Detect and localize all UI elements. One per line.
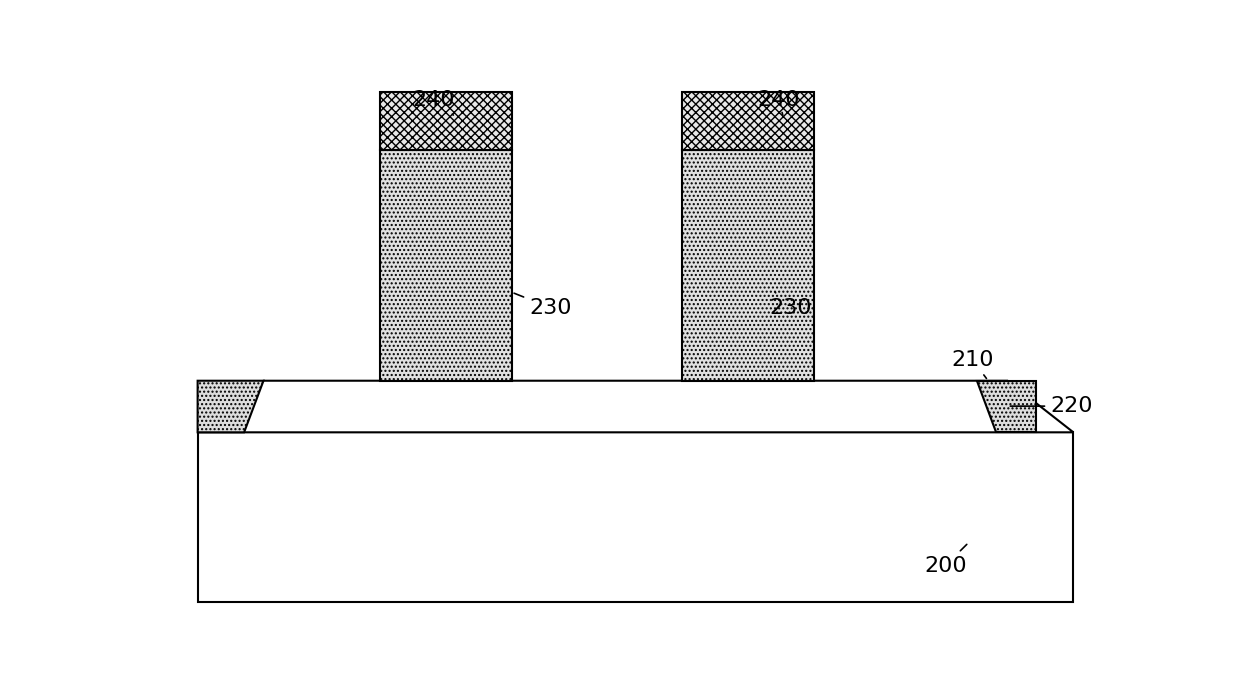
Text: 240: 240: [413, 89, 455, 115]
Text: 240: 240: [758, 89, 800, 115]
Polygon shape: [197, 380, 263, 432]
Text: 230: 230: [769, 292, 812, 318]
Bar: [379, 150, 511, 380]
Polygon shape: [977, 380, 1037, 432]
Bar: [379, 92, 511, 150]
Bar: [197, 432, 1074, 602]
Bar: [682, 150, 813, 380]
Polygon shape: [197, 380, 1074, 432]
Text: 220: 220: [1011, 396, 1092, 416]
Text: 210: 210: [951, 350, 994, 378]
Text: 230: 230: [515, 293, 572, 318]
Text: 200: 200: [924, 544, 967, 576]
Bar: [682, 92, 813, 150]
